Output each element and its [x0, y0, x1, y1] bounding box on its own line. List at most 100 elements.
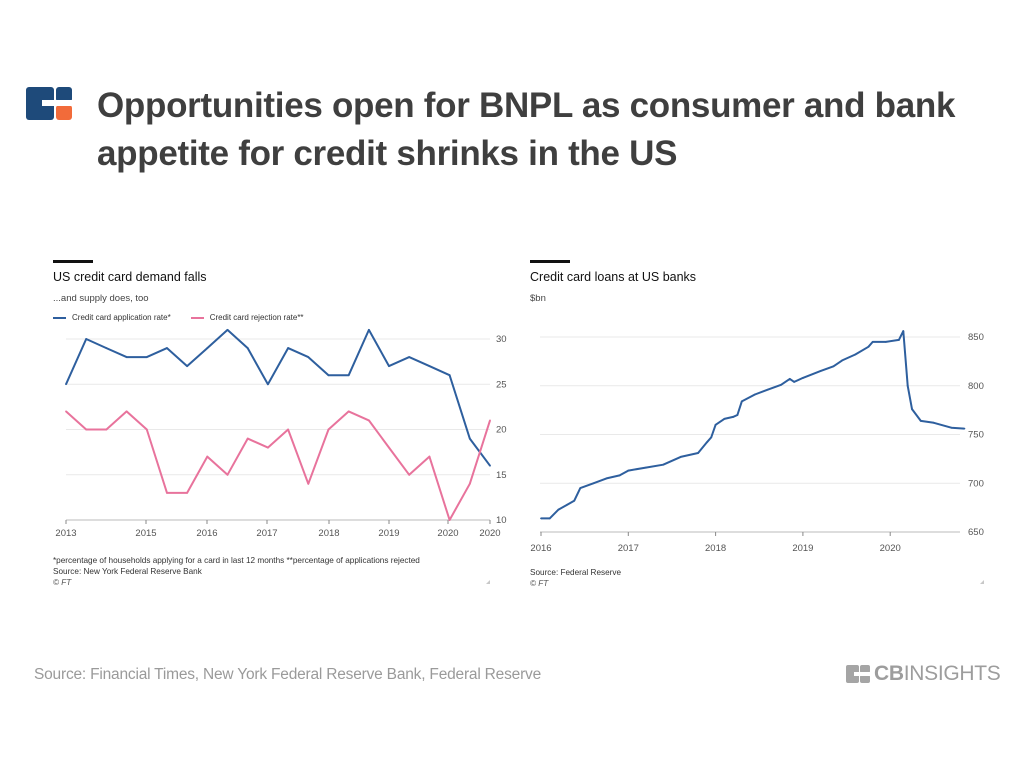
rejection-rate-point — [448, 519, 451, 521]
y-tick-label: 25 — [496, 379, 507, 390]
brand-block-top — [860, 665, 870, 673]
loans-point — [767, 388, 769, 391]
cb-insights-logo-icon — [846, 665, 870, 683]
loans-point — [950, 426, 953, 429]
application-rate-point — [105, 347, 108, 349]
rejection-rate-point — [166, 491, 168, 494]
brand-logo: CBINSIGHTS — [846, 662, 1001, 686]
x-tick-label: 2018 — [318, 528, 339, 539]
loans-point — [714, 423, 717, 426]
rejection-rate-point — [367, 419, 370, 422]
x-tick-label: 2019 — [378, 528, 399, 539]
application-rate-point — [468, 437, 471, 440]
rejection-rate-point — [206, 455, 209, 458]
loans-point — [697, 452, 700, 454]
loans-point — [902, 330, 905, 333]
loans-point — [753, 393, 756, 396]
application-rate-point — [307, 356, 310, 358]
loans-point — [740, 400, 743, 403]
loans-point — [788, 378, 791, 380]
loans-point — [627, 469, 630, 472]
brand-rest: INSIGHTS — [903, 662, 1001, 685]
rejection-rate-point — [246, 437, 249, 440]
loans-point — [732, 416, 734, 418]
loans-point — [793, 380, 796, 383]
loans-point — [557, 508, 560, 511]
chart-title: US credit card demand falls — [53, 270, 207, 284]
demand-chart-panel: US credit card demand falls ...and suppl… — [0, 0, 512, 640]
rejection-rate-point — [468, 482, 471, 485]
x-tick-label: 2017 — [256, 528, 277, 539]
x-tick-label: 2016 — [196, 528, 217, 539]
footnote-source: Source: Federal Reserve — [530, 568, 622, 577]
loans-point — [919, 419, 922, 422]
rejection-rate-line — [65, 410, 491, 521]
loans-point — [906, 384, 909, 387]
rejection-rate-point — [489, 419, 491, 422]
rejection-rate-point — [145, 428, 148, 431]
y-tick-label: 10 — [496, 515, 507, 526]
rejection-rate-point — [125, 410, 128, 413]
loans-point — [867, 345, 870, 348]
chart-footnote: Source: Federal Reserve © FT — [530, 567, 621, 589]
rejection-rate-point — [105, 428, 108, 431]
application-rate-point — [347, 374, 350, 377]
loans-point — [705, 441, 708, 444]
chart-subtitle: ...and supply does, too — [53, 293, 149, 304]
x-tick-label: 2020 — [437, 528, 458, 539]
footnote-source: Source: New York Federal Reserve Bank — [53, 567, 202, 576]
rejection-rate-point — [307, 482, 310, 485]
brand-gap — [854, 672, 870, 676]
application-rate-point — [287, 347, 289, 349]
application-rate-point — [186, 365, 189, 368]
rejection-rate-point — [85, 428, 88, 431]
application-rate-point — [448, 374, 451, 377]
loans-line — [541, 330, 965, 520]
loans-point — [884, 340, 887, 343]
rejection-rate-point — [327, 428, 330, 431]
y-tick-label: 750 — [968, 430, 984, 441]
rejection-rate-point — [388, 446, 390, 449]
x-tick-label: 2019 — [792, 543, 813, 554]
resize-corner-icon — [486, 580, 490, 584]
rejection-rate-point — [65, 410, 67, 413]
loans-point — [579, 487, 582, 490]
loans-chart-plot: 650 700 750 800 850 2016 2017 2018 2019 2020 — [530, 330, 984, 554]
loans-point — [618, 474, 621, 477]
chart-legend: Credit card application rate* Credit car… — [53, 313, 324, 322]
x-tick-label: 2020 — [479, 528, 500, 539]
cb-insights-logo-icon — [26, 87, 72, 120]
brand-bold: CB — [874, 662, 904, 685]
loans-point — [841, 359, 844, 362]
x-tick-label: 2016 — [530, 543, 551, 554]
ft-credit: © FT — [53, 578, 72, 587]
loans-point — [932, 421, 935, 424]
slide-title-line-1: Opportunities open for BNPL as consumer … — [97, 86, 956, 125]
application-rate-point — [327, 374, 330, 377]
rejection-rate-point — [226, 473, 229, 476]
legend-swatch-rejection — [190, 316, 204, 319]
application-rate-point — [125, 356, 128, 358]
rejection-rate-point — [408, 473, 411, 476]
logo-block-bottom-right — [56, 105, 72, 120]
loans-chart-panel: Credit card loans at US banks $bn 650 700… — [530, 260, 984, 589]
footnote-text: *percentage of households applying for a… — [53, 556, 420, 565]
legend-label-rejection: Credit card rejection rate** — [209, 313, 304, 322]
legend-entry-rejection: Credit card rejection rate** — [190, 313, 304, 322]
rejection-rate-point — [267, 446, 269, 449]
slide-title: Opportunities open for BNPL as consumer … — [97, 82, 997, 178]
rejection-rate-point — [287, 428, 289, 431]
application-rate-point — [85, 338, 88, 340]
ft-credit: © FT — [530, 579, 549, 588]
loans-point — [723, 418, 726, 420]
loans-point — [679, 456, 682, 458]
rejection-rate-point — [428, 455, 431, 458]
rejection-rate-point — [186, 491, 189, 494]
loans-point — [911, 408, 913, 411]
loans-point — [710, 436, 713, 439]
loans-point — [566, 503, 569, 506]
legend-swatch-application — [53, 316, 66, 319]
application-rate-point — [367, 329, 370, 331]
y-tick-label: 15 — [496, 470, 507, 481]
loans-point — [819, 370, 822, 373]
